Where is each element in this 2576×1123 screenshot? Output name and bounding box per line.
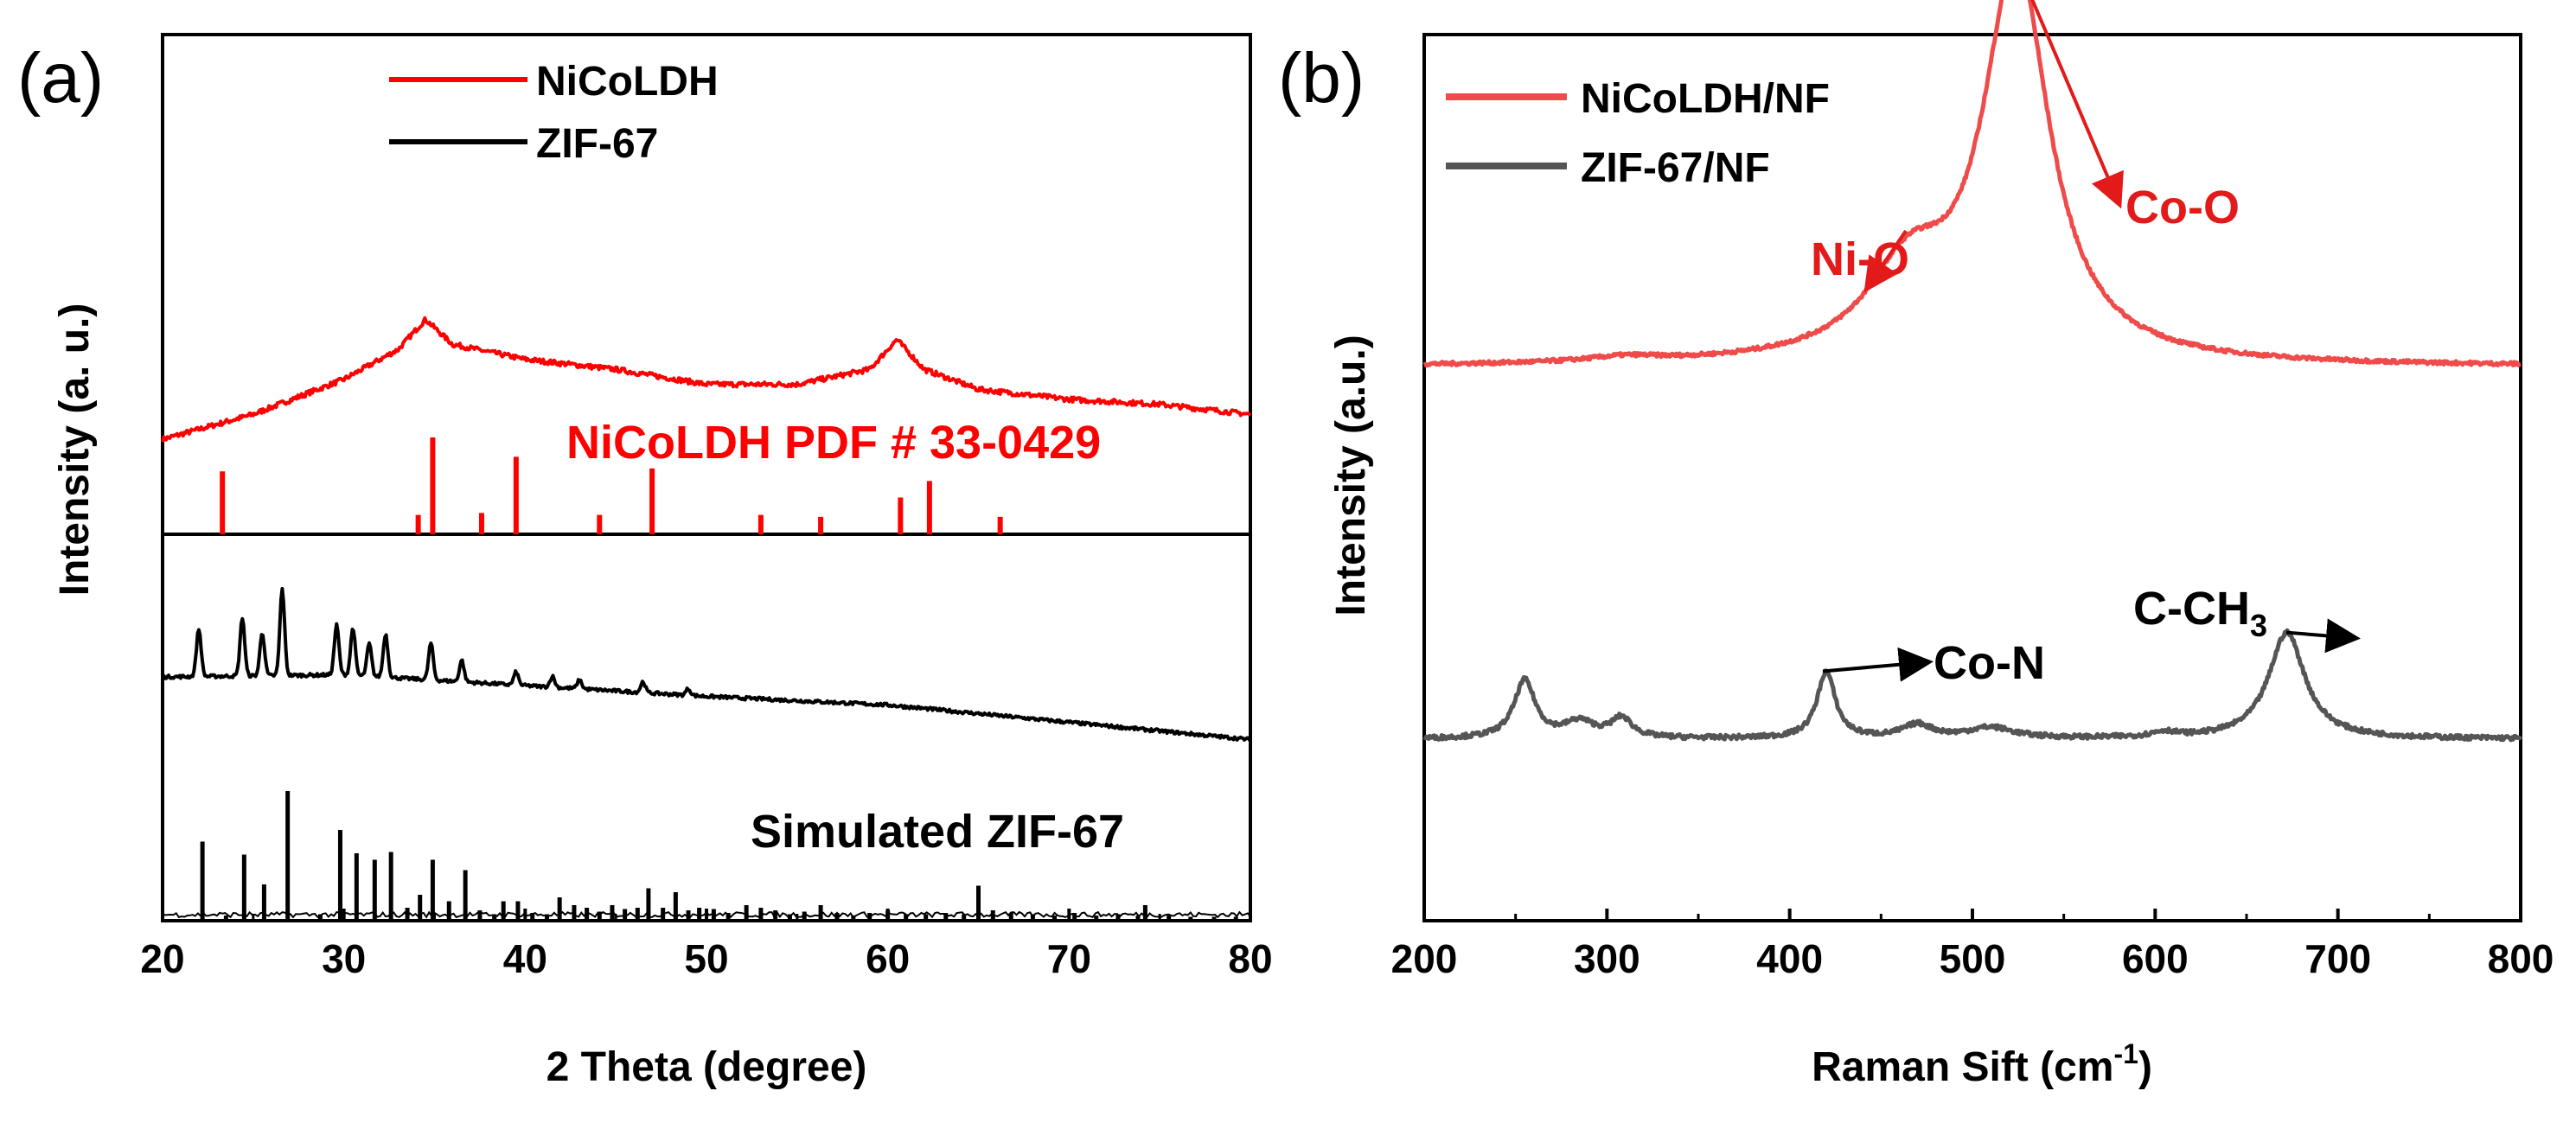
x-tick-label: 400 xyxy=(1756,936,1823,981)
panel-b-x-axis-title-end: ) xyxy=(2138,1044,2152,1090)
x-tick-label: 70 xyxy=(1047,936,1091,981)
panel-a-x-ticks: 20 30 40 50 60 70 80 xyxy=(140,909,1273,981)
panel-b: (b) NiCoLDH/NF ZIF-67/NF 200 300 400 500 600… xyxy=(1278,0,2554,1090)
x-tick-label: 40 xyxy=(503,936,547,981)
raman-curve-zif67-nf xyxy=(1422,628,2523,743)
peak-annotation-label: Co-O xyxy=(2125,182,2240,233)
panel-b-x-axis-title: Raman Sift (cm-1) xyxy=(1812,1038,2152,1090)
pdf-reference-label: NiCoLDH PDF # 33-0429 xyxy=(566,417,1101,469)
xrd-curve-zif67 xyxy=(161,587,1252,743)
peak-annotation-label: Co-N xyxy=(1934,637,2045,689)
panel-b-x-axis-title-superscript: -1 xyxy=(2113,1038,2138,1069)
x-tick-label: 300 xyxy=(1574,936,1640,981)
x-tick-label: 80 xyxy=(1228,936,1272,981)
x-tick-label: 700 xyxy=(2304,936,2371,981)
peak-annotation-text: Co-N xyxy=(1934,637,2045,689)
panel-a-frame xyxy=(161,33,1252,922)
panel-a-label: (a) xyxy=(17,39,104,118)
x-tick-label: 800 xyxy=(2488,936,2554,981)
simulated-zif67-label: Simulated ZIF-67 xyxy=(751,806,1124,858)
panel-a-y-axis-title: Intensity (a. u.) xyxy=(52,303,98,597)
panel-b-x-axis-title-main: Raman Sift (cm xyxy=(1812,1044,2113,1090)
peak-annotation-subscript: 3 xyxy=(2250,608,2267,643)
legend-label-zif67-nf: ZIF-67/NF xyxy=(1581,145,1770,191)
peak-annotation-text: Ni-O xyxy=(1811,233,1909,285)
panel-a-plot xyxy=(161,33,1252,922)
peak-annotation-label: Ni-O xyxy=(1811,233,1909,285)
x-tick-label: 500 xyxy=(1940,936,2006,981)
x-tick-label: 30 xyxy=(322,936,366,981)
annotation-arrow xyxy=(2030,0,2124,209)
xrd-curve-nicoldh xyxy=(161,316,1252,443)
x-tick-label: 60 xyxy=(866,936,910,981)
annotation-arrow xyxy=(2285,618,2361,654)
x-tick-label: 50 xyxy=(684,936,728,981)
x-tick-label: 200 xyxy=(1391,936,1458,981)
legend-label-zif67: ZIF-67 xyxy=(536,121,658,167)
legend-label-nicoldh-nf: NiCoLDH/NF xyxy=(1581,76,1830,122)
panel-b-legend: NiCoLDH/NF ZIF-67/NF xyxy=(1446,76,1830,191)
peak-annotation-text: C-CH xyxy=(2133,583,2250,635)
panel-b-plot xyxy=(1422,0,2523,922)
panel-b-y-axis-title: Intensity (a.u.) xyxy=(1328,335,1374,616)
raman-curve-nicoldh-nf xyxy=(1422,0,2522,368)
peak-annotation-text: Co-O xyxy=(2125,182,2240,233)
peak-annotation-label: C-CH3 xyxy=(2133,583,2267,643)
x-tick-label: 600 xyxy=(2122,936,2189,981)
panel-a: (a) NiCoLDH ZIF-67 20 30 40 50 60 70 80 NiCoLD… xyxy=(17,33,1273,1090)
annotation-arrow xyxy=(1822,647,1934,682)
panel-a-legend: NiCoLDH ZIF-67 xyxy=(389,59,719,167)
panel-a-x-axis-title: 2 Theta (degree) xyxy=(547,1044,867,1090)
panel-b-peak-annotations: Ni-O Co-O Co-N C-CH3 xyxy=(1811,0,2361,689)
x-tick-label: 20 xyxy=(140,936,184,981)
legend-label-nicoldh: NiCoLDH xyxy=(536,59,719,105)
panel-b-x-ticks: 200 300 400 500 600 700 800 xyxy=(1391,909,2554,981)
panel-b-label: (b) xyxy=(1278,39,1365,118)
annotation-arrow xyxy=(1863,229,1908,293)
